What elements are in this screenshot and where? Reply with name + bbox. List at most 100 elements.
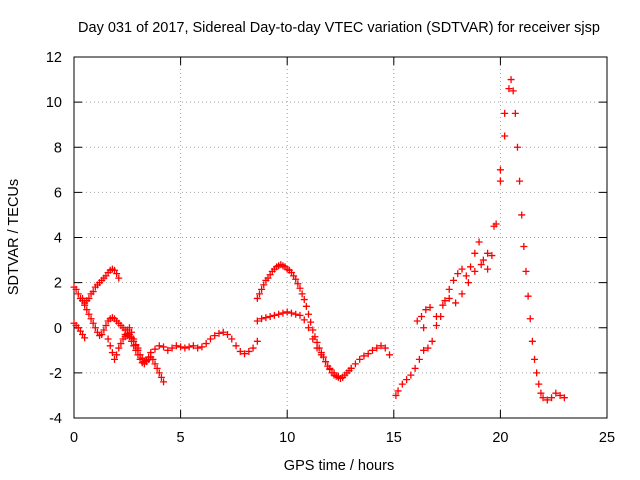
data-point	[106, 342, 114, 350]
data-point	[351, 360, 359, 368]
series-recovery-13-to-15	[347, 342, 394, 372]
data-point	[477, 261, 485, 269]
series-lower-left-branch	[70, 319, 89, 342]
data-point	[471, 267, 479, 275]
y-tick-label: -2	[49, 366, 62, 382]
data-point	[420, 324, 428, 332]
data-point	[511, 109, 519, 117]
data-point	[266, 312, 274, 320]
data-point	[543, 396, 551, 404]
data-point	[149, 355, 157, 363]
data-point	[168, 344, 176, 352]
chart-title: Day 031 of 2017, Sidereal Day-to-day VTE…	[78, 20, 600, 36]
data-point	[475, 238, 483, 246]
data-point	[160, 378, 168, 386]
data-point	[300, 296, 308, 304]
data-point	[147, 349, 155, 357]
data-point	[330, 369, 338, 377]
data-point	[398, 380, 406, 388]
data-point	[415, 355, 423, 363]
data-point	[471, 249, 479, 257]
y-tick-label: 8	[54, 140, 62, 156]
data-point	[104, 335, 112, 343]
data-point	[102, 321, 110, 329]
data-point	[83, 306, 91, 314]
series-upper-left-arc	[70, 265, 123, 307]
data-point	[309, 326, 317, 334]
data-point	[360, 352, 368, 360]
data-point	[262, 314, 270, 322]
data-point	[496, 166, 504, 174]
data-point	[98, 331, 106, 339]
data-series	[70, 76, 568, 404]
data-point	[322, 358, 330, 366]
data-point	[85, 294, 93, 302]
data-point	[258, 285, 266, 293]
data-point	[232, 342, 240, 350]
data-point	[128, 328, 136, 336]
data-point	[241, 350, 249, 358]
data-point	[224, 331, 232, 339]
y-tick-label: -4	[49, 411, 62, 427]
data-point	[253, 294, 261, 302]
series-rise-15-to-20	[392, 76, 515, 399]
data-point	[317, 351, 325, 359]
data-point	[394, 387, 402, 395]
data-point	[206, 335, 214, 343]
data-point	[181, 344, 189, 352]
data-point	[305, 324, 313, 332]
data-point	[87, 315, 95, 323]
data-point	[531, 355, 539, 363]
data-point	[113, 351, 121, 359]
data-point	[292, 310, 300, 318]
data-point	[407, 371, 415, 379]
data-point	[537, 389, 545, 397]
data-point	[326, 364, 334, 372]
data-point	[249, 344, 257, 352]
data-point	[528, 337, 536, 345]
data-point	[189, 342, 197, 350]
data-point	[520, 243, 528, 251]
data-point	[307, 318, 315, 326]
series-left-descending-branch	[79, 294, 168, 386]
data-point	[533, 369, 541, 377]
data-point	[81, 301, 89, 309]
data-point	[253, 337, 261, 345]
data-point	[420, 346, 428, 354]
data-point	[432, 321, 440, 329]
data-point	[556, 391, 564, 399]
data-point	[526, 315, 534, 323]
data-point	[552, 389, 560, 397]
data-point	[422, 306, 430, 314]
data-point	[236, 347, 244, 355]
data-point	[164, 346, 172, 354]
data-point	[484, 265, 492, 273]
data-point	[91, 324, 99, 332]
data-point	[155, 342, 163, 350]
data-point	[194, 344, 202, 352]
data-point	[411, 364, 419, 372]
data-point	[74, 290, 82, 298]
data-point	[89, 319, 97, 327]
data-point	[432, 312, 440, 320]
data-point	[198, 343, 206, 351]
data-point	[145, 353, 153, 361]
data-point	[462, 272, 470, 280]
x-tick-label: 20	[492, 430, 508, 446]
data-point	[392, 391, 400, 399]
data-point	[464, 279, 472, 287]
data-point	[377, 342, 385, 350]
data-point	[518, 211, 526, 219]
x-tick-label: 10	[279, 430, 295, 446]
data-point	[228, 335, 236, 343]
data-point	[501, 132, 509, 140]
data-point	[215, 329, 223, 337]
data-point	[334, 372, 342, 380]
data-point	[211, 332, 219, 340]
data-point	[428, 337, 436, 345]
data-point	[488, 252, 496, 260]
data-point	[279, 309, 287, 317]
data-point	[418, 312, 426, 320]
y-tick-label: 0	[54, 321, 62, 337]
data-point	[255, 290, 263, 298]
